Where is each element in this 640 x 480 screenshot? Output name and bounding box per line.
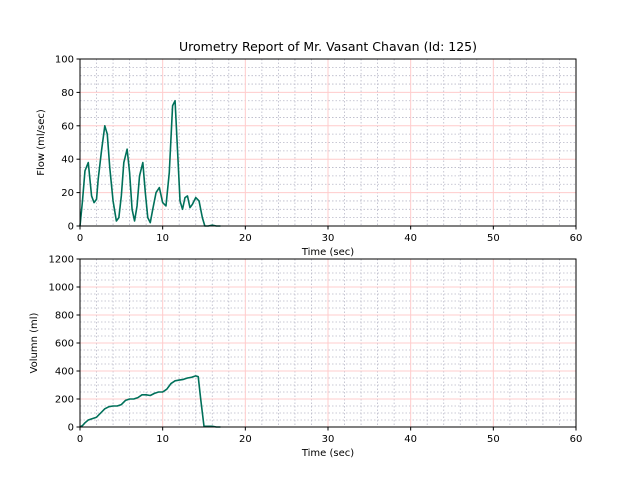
chart-title: Urometry Report of Mr. Vasant Chavan (Id… xyxy=(179,39,477,54)
y-axis-label: Flow (ml/sec) xyxy=(36,109,47,176)
x-tick-label: 60 xyxy=(570,434,583,445)
x-tick-label: 0 xyxy=(77,434,83,445)
x-axis-label: Time (sec) xyxy=(301,247,354,258)
y-tick-label: 200 xyxy=(55,395,74,406)
y-tick-label: 0 xyxy=(68,423,74,434)
y-tick-label: 80 xyxy=(61,88,74,99)
x-tick-label: 10 xyxy=(156,233,169,244)
x-tick-label: 50 xyxy=(487,434,500,445)
flow-plot: 0 10 20 30 40 50 60 0 20 40 60 80 100 Time (sec) Flow … xyxy=(36,55,582,259)
x-tick-label: 10 xyxy=(156,434,169,445)
x-tick-label: 40 xyxy=(404,434,417,445)
x-tick-label: 20 xyxy=(239,233,252,244)
y-tick-label: 1000 xyxy=(49,283,74,294)
y-tick-label: 600 xyxy=(55,339,74,350)
y-tick-label: 0 xyxy=(68,222,74,233)
x-tick-label: 30 xyxy=(322,434,335,445)
y-tick-label: 40 xyxy=(61,155,74,166)
y-tick-label: 400 xyxy=(55,367,74,378)
x-tick-label: 40 xyxy=(404,233,417,244)
y-tick-label: 800 xyxy=(55,311,74,322)
x-tick-label: 20 xyxy=(239,434,252,445)
y-tick-label: 60 xyxy=(61,121,74,132)
x-tick-label: 50 xyxy=(487,233,500,244)
x-tick-label: 60 xyxy=(570,233,583,244)
x-axis-label: Time (sec) xyxy=(301,448,354,459)
series-line xyxy=(79,375,221,428)
y-tick-label: 1200 xyxy=(49,255,74,266)
series-line xyxy=(79,99,221,227)
y-axis-label: Volumn (ml) xyxy=(29,312,40,373)
y-tick-label: 100 xyxy=(55,55,74,66)
y-tick-label: 20 xyxy=(61,188,74,199)
x-tick-label: 0 xyxy=(77,233,83,244)
x-tick-label: 30 xyxy=(322,233,335,244)
